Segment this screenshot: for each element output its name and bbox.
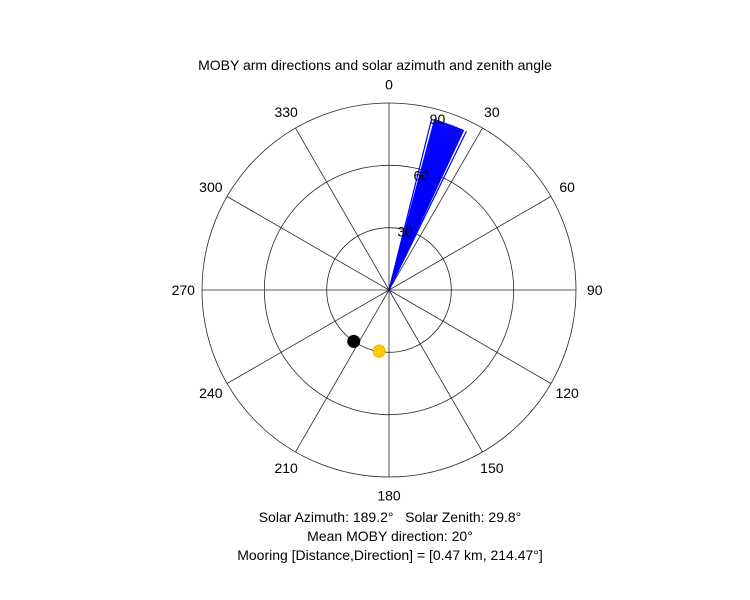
solar-zenith-text: Solar Zenith: 29.8° [405, 509, 522, 525]
arm-direction-bundle [389, 119, 464, 290]
theta-tick-label-150: 150 [480, 460, 504, 476]
solar-info-line: Solar Azimuth: 189.2° Solar Zenith: 29.8… [0, 509, 750, 525]
grid-spoke-30 [388, 127, 483, 291]
mooring-marker [347, 334, 361, 348]
r-tick-label-90: 90 [430, 111, 446, 127]
grid-spoke-240 [226, 289, 390, 384]
grid-spoke-120 [388, 289, 552, 384]
solar-azimuth-text: Solar Azimuth: 189.2° [258, 509, 394, 525]
theta-tick-label-210: 210 [274, 460, 298, 476]
mooring-info-text: Mooring [Distance,Direction] = [0.47 km,… [237, 547, 543, 563]
sun-ray [373, 345, 379, 351]
sun-ray [373, 352, 379, 357]
theta-tick-label-90: 90 [587, 282, 603, 298]
plot-series [347, 118, 467, 359]
sun-ray [380, 345, 385, 351]
grid-spoke-60 [388, 196, 552, 291]
tick-labels: 0 30 60 90 120 150 180 210 240 270 300 330 30 60 90 [172, 76, 603, 503]
grid-spoke-150 [388, 289, 483, 453]
chart-title: MOBY arm directions and solar azimuth an… [198, 57, 552, 73]
grid-spoke-330 [295, 127, 390, 291]
theta-tick-label-300: 300 [199, 179, 223, 195]
polar-grid [201, 102, 577, 478]
theta-tick-label-330: 330 [274, 104, 298, 120]
r-tick-label-30: 30 [397, 224, 413, 240]
r-tick-label-60: 60 [414, 167, 430, 183]
theta-tick-label-270: 270 [172, 282, 196, 298]
mean-moby-direction-text: Mean MOBY direction: 20° [307, 528, 473, 544]
theta-tick-label-0: 0 [385, 76, 393, 92]
grid-spoke-210 [295, 289, 390, 453]
sun-ray [380, 352, 385, 357]
theta-tick-label-60: 60 [559, 179, 575, 195]
arm-direction-line [388, 130, 467, 291]
grid-spoke-300 [226, 196, 390, 291]
theta-tick-label-180: 180 [377, 488, 401, 504]
theta-tick-label-30: 30 [484, 104, 500, 120]
theta-tick-label-120: 120 [555, 385, 579, 401]
theta-tick-label-240: 240 [199, 385, 223, 401]
